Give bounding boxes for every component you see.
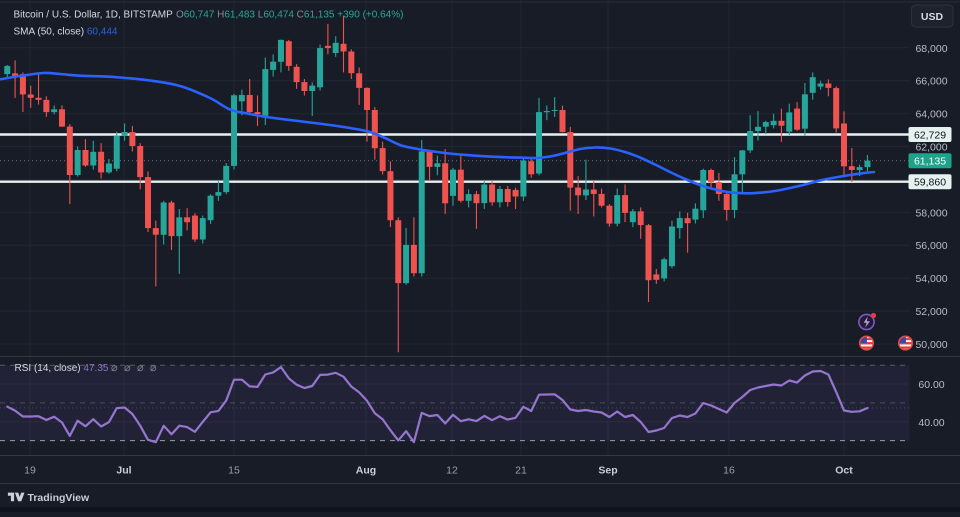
svg-text:66,000: 66,000 bbox=[915, 76, 947, 88]
svg-text:TradingView: TradingView bbox=[28, 492, 90, 504]
svg-text:⌀⌀⌀⌀: ⌀ ⌀ ⌀ ⌀ bbox=[111, 362, 157, 374]
svg-text:15: 15 bbox=[228, 465, 240, 477]
svg-text:62,729: 62,729 bbox=[914, 129, 946, 141]
svg-text:50,000: 50,000 bbox=[915, 339, 947, 351]
svg-text:60.00: 60.00 bbox=[918, 379, 944, 391]
svg-text:61,135: 61,135 bbox=[914, 156, 946, 168]
svg-text:52,000: 52,000 bbox=[915, 306, 947, 318]
svg-text:Jul: Jul bbox=[116, 465, 131, 477]
svg-text:SMA (50, close) 60,444: SMA (50, close) 60,444 bbox=[14, 27, 118, 38]
svg-text:54,000: 54,000 bbox=[915, 273, 947, 285]
svg-text:64,000: 64,000 bbox=[915, 109, 947, 121]
svg-text:58,000: 58,000 bbox=[915, 207, 947, 219]
svg-text:Oct: Oct bbox=[835, 465, 853, 477]
svg-text:16: 16 bbox=[723, 465, 735, 477]
svg-text:19: 19 bbox=[24, 465, 36, 477]
svg-text:USD: USD bbox=[921, 11, 944, 23]
svg-text:Sep: Sep bbox=[598, 465, 617, 477]
svg-text:59,860: 59,860 bbox=[914, 177, 946, 189]
svg-text:68,000: 68,000 bbox=[915, 43, 947, 55]
svg-text:Bitcoin / U.S. Dollar, 1D, BIT: Bitcoin / U.S. Dollar, 1D, BITSTAMP bbox=[14, 10, 174, 21]
svg-text:Aug: Aug bbox=[356, 465, 376, 477]
svg-text:62,000: 62,000 bbox=[915, 142, 947, 154]
svg-text:40.00: 40.00 bbox=[918, 417, 944, 429]
svg-text:O60,747 H61,483 L60,474 C61,13: O60,747 H61,483 L60,474 C61,135 +390 (+0… bbox=[176, 10, 403, 21]
svg-text:21: 21 bbox=[515, 465, 527, 477]
svg-text:56,000: 56,000 bbox=[915, 240, 947, 252]
svg-text:RSI (14, close) 47.35: RSI (14, close) 47.35 bbox=[15, 363, 109, 374]
svg-text:12: 12 bbox=[446, 465, 458, 477]
